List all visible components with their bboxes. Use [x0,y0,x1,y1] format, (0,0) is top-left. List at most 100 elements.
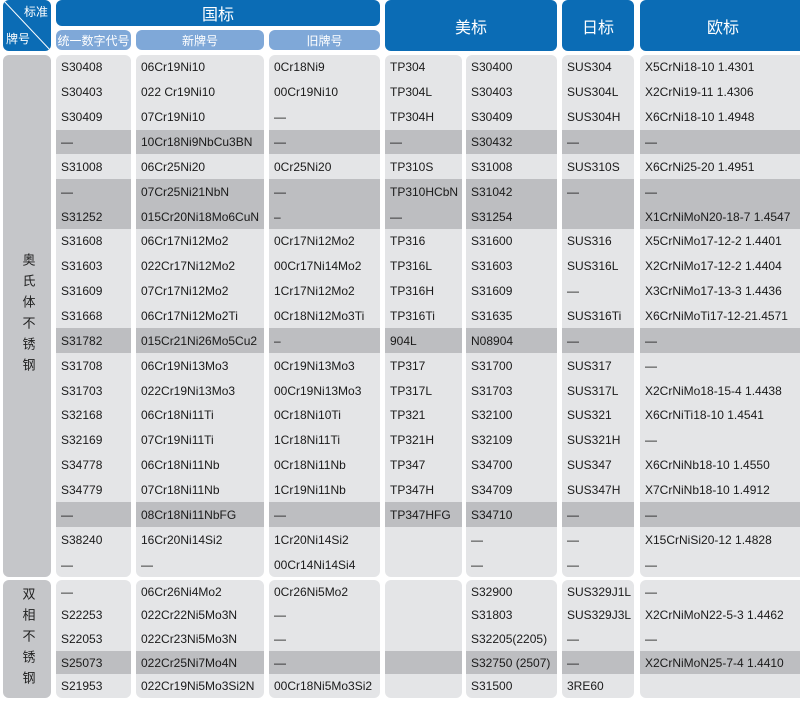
cell-jp-grade: — [562,179,634,205]
cell-us-grade: TP304H [390,110,435,125]
cell-jp-grade: — [562,328,634,354]
cell-eu-grade: X6CrNi18-10 1.4948 [645,110,755,125]
cell-old-grade: 0Cr19Ni13Mo3 [274,358,355,373]
cell-us-grade [385,674,462,698]
column-us-uns: S32900 S31803 S32205(2205) S32750 (2507) S31… [466,580,557,698]
cell-jp-grade: SUS304L [567,85,619,100]
cell-old-grade: 0Cr18Ni9 [274,60,325,75]
cell-unified-code: S31668 [61,309,103,324]
cell-new-grade: 06Cr26Ni4Mo2 [141,584,222,599]
cell-old-grade: 00Cr17Ni14Mo2 [274,259,362,274]
cell-us-uns: S31254 [466,204,557,230]
header-eu: 欧标 [640,0,800,51]
cell-jp-grade: — [567,557,579,572]
cell-eu-grade: X1CrNiMoN20-18-7 1.4547 [640,204,800,230]
corner-label-standard: 标准 [23,5,48,19]
group-label-text: 奥氏体不锈钢 [19,253,35,380]
cell-eu-grade [640,674,800,698]
cell-eu-grade: — [640,129,800,155]
cell-us-uns: S32109 [471,433,513,448]
cell-eu-grade: — [640,179,800,205]
cell-jp-grade: SUS310S [567,159,620,174]
cell-old-grade: 1Cr19Ni11Nb [274,483,346,498]
subheader-new-grade: 新牌号 [136,30,264,50]
cell-us-grade [385,580,462,604]
column-jp-grade: SUS329J1L SUS329J3L — — 3RE60 [562,580,634,698]
cell-jp-grade: — [567,532,579,547]
diagonal-divider [3,0,51,51]
cell-us-uns: S31600 [471,234,513,249]
cell-new-grade: 022Cr25Ni7Mo4N [136,650,264,675]
cell-new-grade: 022 Cr19Ni10 [141,85,216,100]
cell-eu-grade: — [645,433,657,448]
cell-unified-code: — [56,502,131,528]
cell-eu-grade: — [645,631,657,646]
cell-us-uns: S31500 [471,679,513,694]
cell-old-grade: — [269,650,380,675]
cell-unified-code: S38240 [61,532,103,547]
cell-old-grade: 1Cr17Ni12Mo2 [274,284,355,299]
cell-new-grade: 06Cr17Ni12Mo2Ti [141,309,238,324]
cell-us-uns: S32100 [471,408,513,423]
cell-us-grade: TP317 [390,358,426,373]
cell-us-uns: S31803 [471,608,513,623]
cell-new-grade: 16Cr20Ni14Si2 [141,532,223,547]
cell-us-uns: S31603 [471,259,513,274]
cell-us-grade [385,604,462,628]
cell-unified-code: — [61,584,73,599]
cell-new-grade: 022Cr19Ni5Mo3Si2N [141,679,255,694]
cell-us-grade: TP316H [390,284,435,299]
cell-unified-code: S31782 [56,328,131,354]
column-eu-grade: X5CrNi18-10 1.4301 X2CrNi19-11 1.4306 X6Cr… [640,55,800,578]
corner-label-grade: 牌号 [6,32,31,46]
cell-old-grade: 0Cr26Ni5Mo2 [274,584,349,599]
group-label-text: 双相不锈钢 [19,586,35,692]
cell-old-grade: — [274,110,286,125]
cell-jp-grade: SUS347 [567,458,612,473]
cell-jp-grade: 3RE60 [567,679,604,694]
cell-jp-grade: SUS316Ti [567,309,622,324]
cell-eu-grade: X5CrNi18-10 1.4301 [645,60,755,75]
cell-unified-code: S22053 [61,631,103,646]
cell-old-grade: 0Cr17Ni12Mo2 [274,234,355,249]
cell-eu-grade: X6CrNiMoTi17-12-21.4571 [645,309,788,324]
cell-jp-grade: SUS304H [567,110,621,125]
cell-new-grade: 06Cr18Ni11Nb [141,458,220,473]
cell-unified-code: S30409 [61,110,103,125]
cell-eu-grade: X2CrNiMoN25-7-4 1.4410 [640,650,800,675]
cell-eu-grade: — [640,502,800,528]
cell-new-grade: 022Cr17Ni12Mo2 [141,259,236,274]
cell-unified-code: S31608 [61,234,103,249]
cell-new-grade: 06Cr17Ni12Mo2 [141,234,229,249]
cell-us-uns: S34700 [471,458,513,473]
column-unified-code: S30408 S30403 S30409— S31008— S31252 S31608 S3… [56,55,131,578]
cell-us-grade: TP321 [390,408,426,423]
cell-us-uns: S30409 [471,110,513,125]
cell-eu-grade: X2CrNi19-11 1.4306 [645,85,754,100]
cell-eu-grade: X5CrNiMo17-12-2 1.4401 [645,234,782,249]
cell-unified-code: S31008 [61,159,103,174]
cell-eu-grade: X2CrNiMo17-12-2 1.4404 [645,259,782,274]
cell-us-grade: 904L [385,328,462,354]
cell-unified-code: S31252 [56,204,131,230]
cell-us-grade: — [385,204,462,230]
cell-new-grade: 07Cr17Ni12Mo2 [141,284,229,299]
cell-us-grade [385,650,462,675]
cell-new-grade: 022Cr23Ni5Mo3N [141,631,238,646]
cell-jp-grade: — [567,284,579,299]
cell-old-grade: 0Cr18Ni10Ti [274,408,341,423]
column-us-grade [385,580,462,698]
cell-jp-grade: SUS317L [567,383,619,398]
cell-new-grade: 06Cr18Ni11Ti [141,408,214,423]
cell-us-uns: S31700 [471,358,513,373]
cell-eu-grade: X15CrNiSi20-12 1.4828 [645,532,772,547]
cell-new-grade: 06Cr19Ni10 [141,60,206,75]
cell-unified-code: S31708 [61,358,103,373]
cell-us-uns: S34710 [466,502,557,528]
cell-jp-grade: SUS321H [567,433,621,448]
cell-jp-grade: — [562,502,634,528]
cell-jp-grade: SUS316L [567,259,619,274]
cell-us-uns: S31635 [471,309,513,324]
cell-unified-code: — [61,557,73,572]
header-us: 美标 [385,0,557,51]
